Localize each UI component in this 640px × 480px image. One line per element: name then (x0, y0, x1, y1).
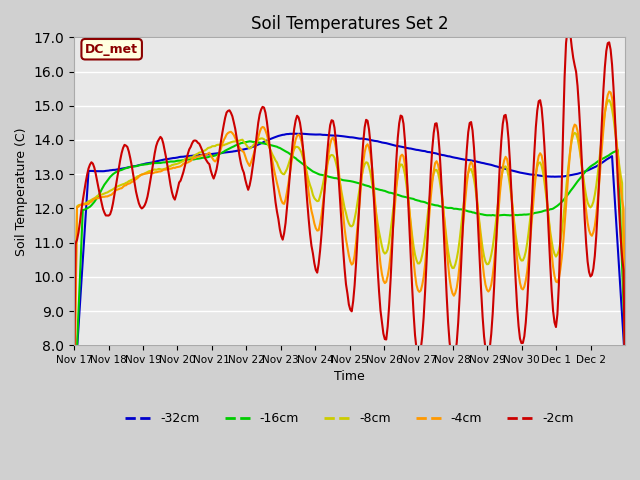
-4cm (618, 197, 626, 203)
Title: Soil Temperatures Set 2: Soil Temperatures Set 2 (251, 15, 449, 33)
-2cm (463, 147, 470, 153)
-2cm (621, 387, 629, 393)
-2cm (545, 233, 552, 239)
-8cm (618, 180, 626, 186)
-32cm (621, 359, 629, 365)
-16cm (621, 341, 629, 347)
-16cm (465, 208, 472, 214)
-16cm (106, 174, 114, 180)
-16cm (246, 138, 253, 144)
Line: -4cm: -4cm (74, 92, 625, 414)
X-axis label: Time: Time (334, 371, 365, 384)
Line: -8cm: -8cm (74, 100, 625, 372)
-2cm (106, 211, 114, 217)
-8cm (106, 188, 114, 193)
-4cm (354, 224, 362, 230)
-4cm (106, 192, 114, 198)
-4cm (605, 89, 613, 95)
-4cm (89, 197, 97, 203)
-16cm (70, 412, 78, 418)
-32cm (291, 131, 298, 136)
-32cm (106, 168, 114, 173)
Line: -32cm: -32cm (74, 133, 625, 395)
-16cm (355, 180, 363, 186)
-2cm (565, 26, 573, 32)
-2cm (618, 255, 626, 261)
-32cm (89, 168, 97, 174)
-8cm (545, 216, 552, 222)
-2cm (70, 367, 78, 372)
-32cm (618, 313, 626, 319)
Text: DC_met: DC_met (85, 43, 138, 56)
-4cm (545, 218, 552, 224)
-4cm (70, 411, 78, 417)
-32cm (465, 157, 472, 163)
-8cm (354, 199, 362, 205)
-8cm (89, 196, 97, 202)
-4cm (621, 312, 629, 317)
-8cm (70, 369, 78, 374)
Line: -2cm: -2cm (74, 29, 625, 390)
-16cm (618, 264, 626, 269)
-8cm (463, 177, 470, 182)
-8cm (605, 97, 613, 103)
Y-axis label: Soil Temperature (C): Soil Temperature (C) (15, 127, 28, 255)
-4cm (463, 181, 470, 187)
-8cm (621, 359, 629, 365)
-32cm (70, 392, 78, 397)
-32cm (547, 174, 554, 180)
Legend: -32cm, -16cm, -8cm, -4cm, -2cm: -32cm, -16cm, -8cm, -4cm, -2cm (120, 407, 579, 430)
-16cm (547, 206, 554, 212)
-2cm (89, 161, 97, 167)
-16cm (89, 201, 97, 206)
-32cm (355, 136, 363, 142)
-2cm (354, 235, 362, 240)
Line: -16cm: -16cm (74, 141, 625, 415)
